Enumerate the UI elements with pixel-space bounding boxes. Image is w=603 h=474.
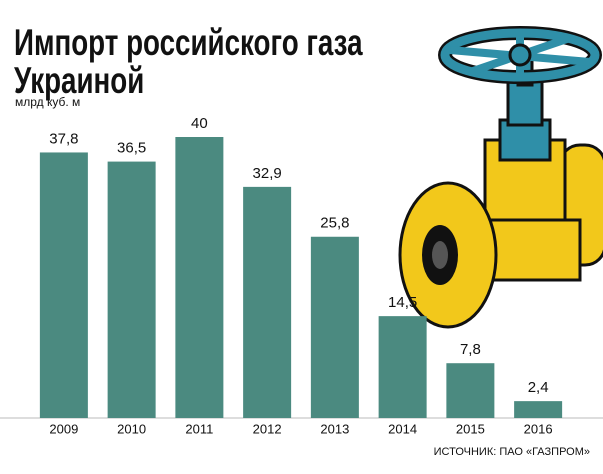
value-label: 2,4 xyxy=(528,379,549,396)
source: ИСТОЧНИК: ПАО «ГАЗПРОМ» xyxy=(434,446,590,458)
x-tick-label: 2010 xyxy=(117,421,146,436)
chart-title: Импорт российского газа Украиной xyxy=(14,22,363,101)
value-label: 7,8 xyxy=(460,341,481,358)
value-label: 14,5 xyxy=(388,294,417,311)
x-tick-label: 2014 xyxy=(388,421,417,436)
value-label: 32,9 xyxy=(253,165,282,182)
x-tick-label: 2009 xyxy=(49,421,78,436)
value-label: 36,5 xyxy=(117,140,146,157)
bar xyxy=(107,161,156,418)
x-tick-label: 2013 xyxy=(320,421,349,436)
valve-illustration xyxy=(398,26,603,329)
x-tick-label: 2016 xyxy=(524,421,553,436)
unit-label: млрд куб. м xyxy=(15,95,80,109)
bar xyxy=(446,363,495,418)
x-tick-label: 2012 xyxy=(253,421,282,436)
x-tick-label: 2011 xyxy=(185,421,213,436)
bar xyxy=(175,137,224,418)
value-label: 25,8 xyxy=(320,215,349,232)
x-tick-label: 2015 xyxy=(456,421,485,436)
value-label: 40 xyxy=(191,115,208,132)
bar xyxy=(378,316,427,418)
value-label: 37,8 xyxy=(49,130,78,147)
bar xyxy=(310,236,359,418)
bar xyxy=(514,401,563,418)
bar xyxy=(39,152,88,418)
bar xyxy=(243,186,292,418)
